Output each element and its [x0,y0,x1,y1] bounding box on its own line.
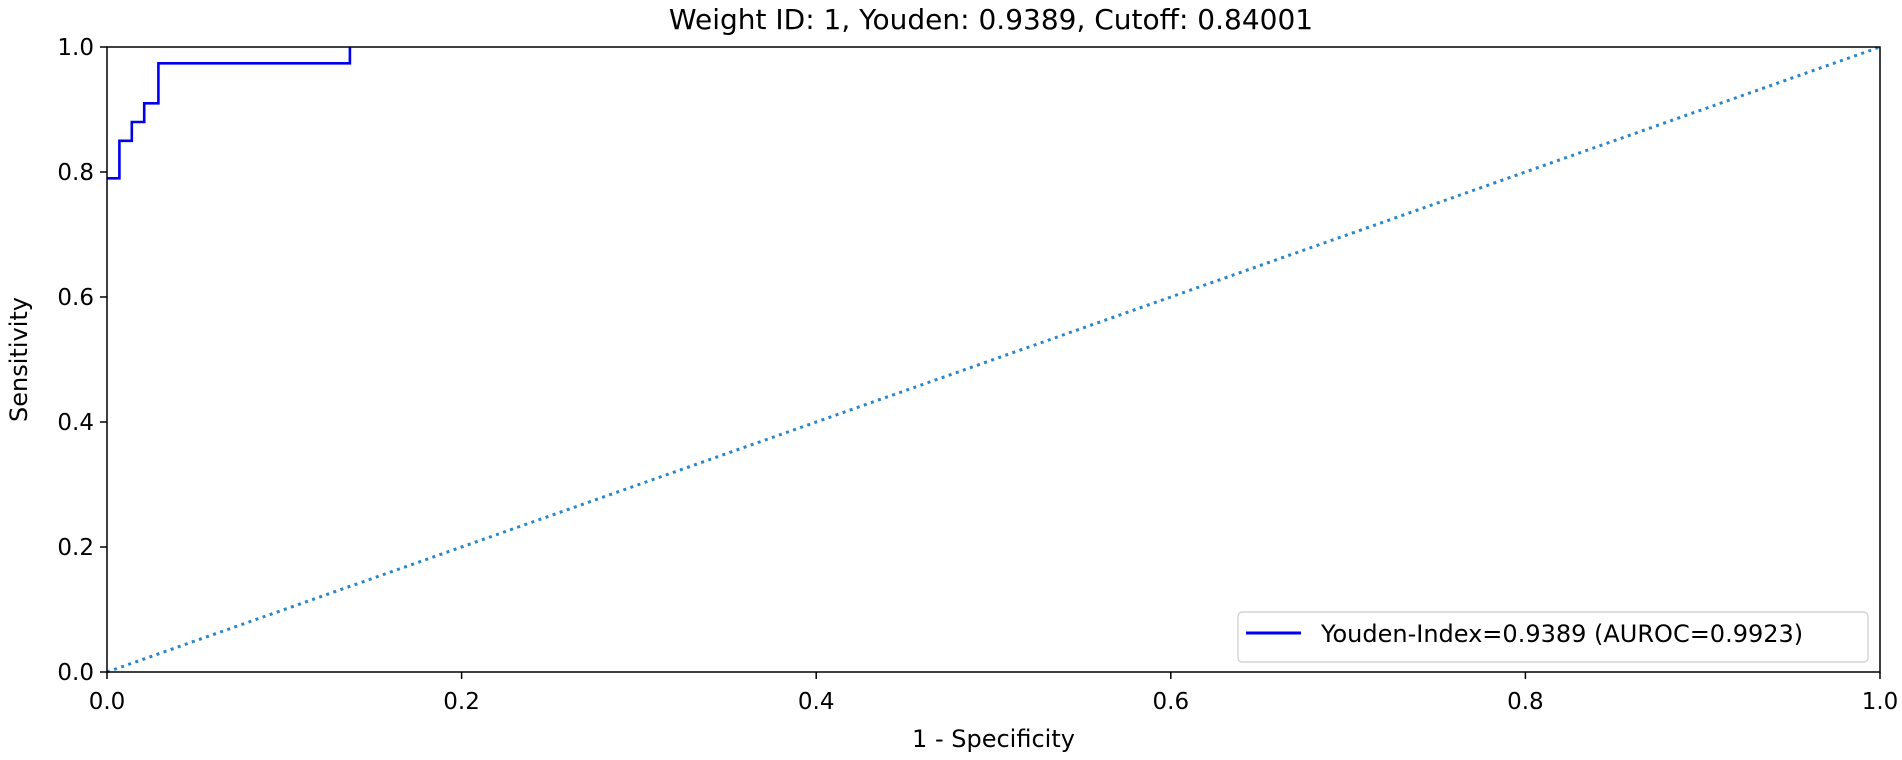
y-tick-label: 0.4 [57,410,94,436]
y-axis-label: Sensitivity [5,297,33,422]
legend-box [1237,611,1869,663]
y-tick-label: 0.2 [57,535,94,561]
x-tick-label: 0.0 [89,689,126,715]
x-tick-label: 0.8 [1507,689,1544,715]
x-tick-label: 1.0 [1862,689,1899,715]
x-axis-ticks: 0.0 0.2 0.4 0.6 0.8 1.0 [89,672,1899,715]
x-tick-label: 0.2 [443,689,480,715]
axes-frame [106,46,1881,673]
y-tick-label: 0.8 [57,160,94,186]
y-tick-label: 0.6 [57,285,94,311]
legend: Youden-Index=0.9389 (AUROC=0.9923) [1237,611,1869,663]
y-tick-label: 0.0 [57,660,94,686]
x-axis-label: 1 - Specificity [912,725,1075,753]
y-tick-label: 1.0 [57,35,94,61]
plot-series [106,45,1881,674]
y-axis-ticks: 0.0 0.2 0.4 0.6 0.8 1.0 [57,35,107,686]
x-tick-label: 0.6 [1153,689,1190,715]
reference-diagonal-line [106,45,1881,674]
roc-curve-line [107,47,352,180]
chart-title: Weight ID: 1, Youden: 0.9389, Cutoff: 0.… [669,3,1313,36]
x-tick-label: 0.4 [798,689,835,715]
legend-label: Youden-Index=0.9389 (AUROC=0.9923) [1320,620,1803,648]
